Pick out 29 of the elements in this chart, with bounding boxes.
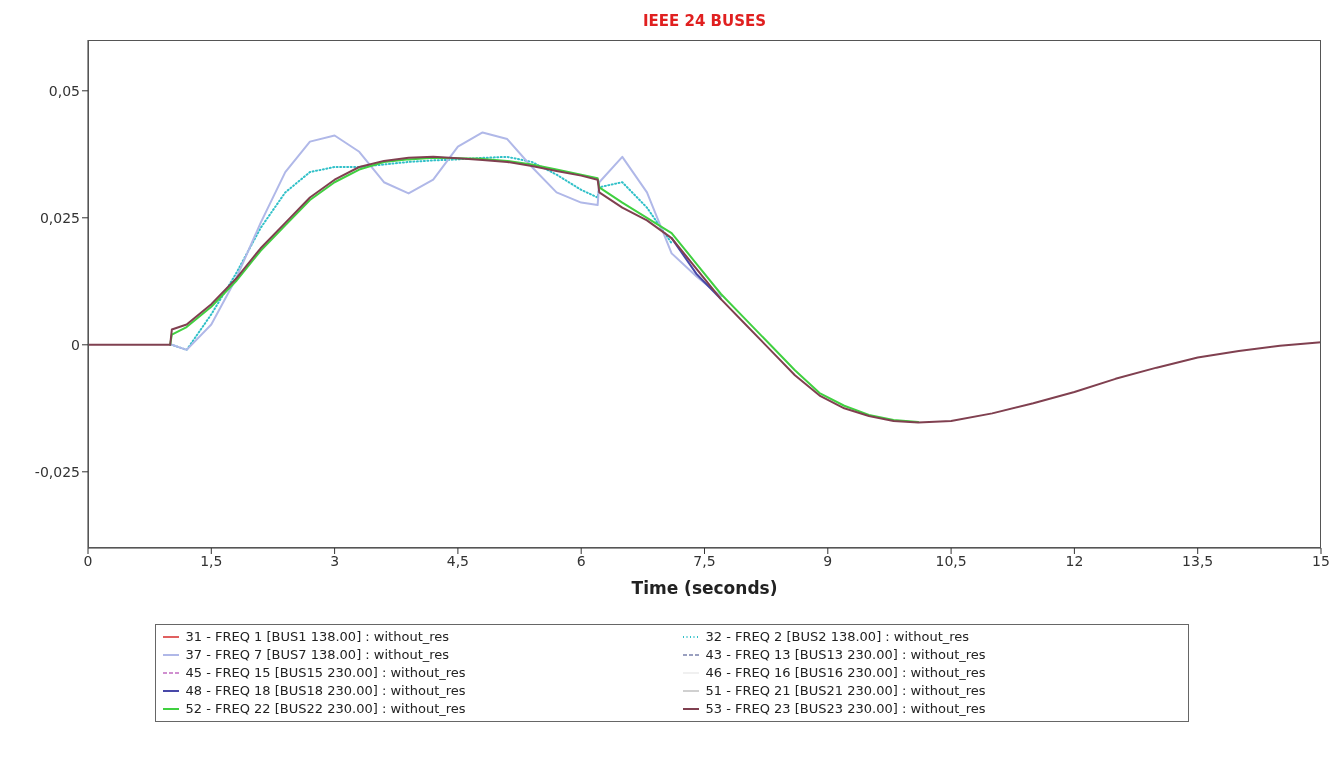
x-tick-label: 10,5 (935, 552, 967, 569)
x-tick-label: 12 (1065, 552, 1084, 569)
x-axis-title: Time (seconds) (631, 578, 778, 598)
legend-label: 46 - FREQ 16 [BUS16 230.00] : without_res (705, 664, 986, 682)
legend-label: 52 - FREQ 22 [BUS22 230.00] : without_res (185, 700, 466, 718)
legend-label: 48 - FREQ 18 [BUS18 230.00] : without_res (185, 682, 466, 700)
legend-label: 31 - FREQ 1 [BUS1 138.00] : without_res (185, 628, 450, 646)
line-series (169, 131, 722, 351)
chart-title: IEEE 24 BUSES (641, 12, 768, 30)
y-tick-label: 0,05 (48, 82, 80, 99)
x-tick-label: 9 (823, 552, 833, 569)
x-tick-label: 1,5 (200, 552, 223, 569)
y-tick-label: 0 (71, 336, 80, 353)
legend-label: 43 - FREQ 13 [BUS13 230.00] : without_res (705, 646, 986, 664)
legend-label: 53 - FREQ 23 [BUS23 230.00] : without_res (705, 700, 986, 718)
y-tick-label: 0,025 (39, 209, 80, 226)
legend-label: 51 - FREQ 21 [BUS21 230.00] : without_res (705, 682, 986, 700)
y-tick-label: -0,025 (34, 463, 80, 480)
legend-label: 45 - FREQ 15 [BUS15 230.00] : without_res (185, 664, 466, 682)
x-tick-label: 3 (330, 552, 340, 569)
x-tick-label: 4,5 (446, 552, 470, 569)
line-series (88, 155, 1321, 424)
x-tick-label: 7,5 (693, 552, 716, 569)
x-tick-label: 0 (83, 552, 93, 569)
legend-label: 32 - FREQ 2 [BUS2 138.00] : without_res (705, 628, 970, 646)
x-tick-label: 6 (576, 552, 586, 569)
x-tick-label: 15 (1312, 552, 1330, 569)
x-tick-label: 13,5 (1182, 552, 1214, 569)
legend-label: 37 - FREQ 7 [BUS7 138.00] : without_res (185, 646, 450, 664)
